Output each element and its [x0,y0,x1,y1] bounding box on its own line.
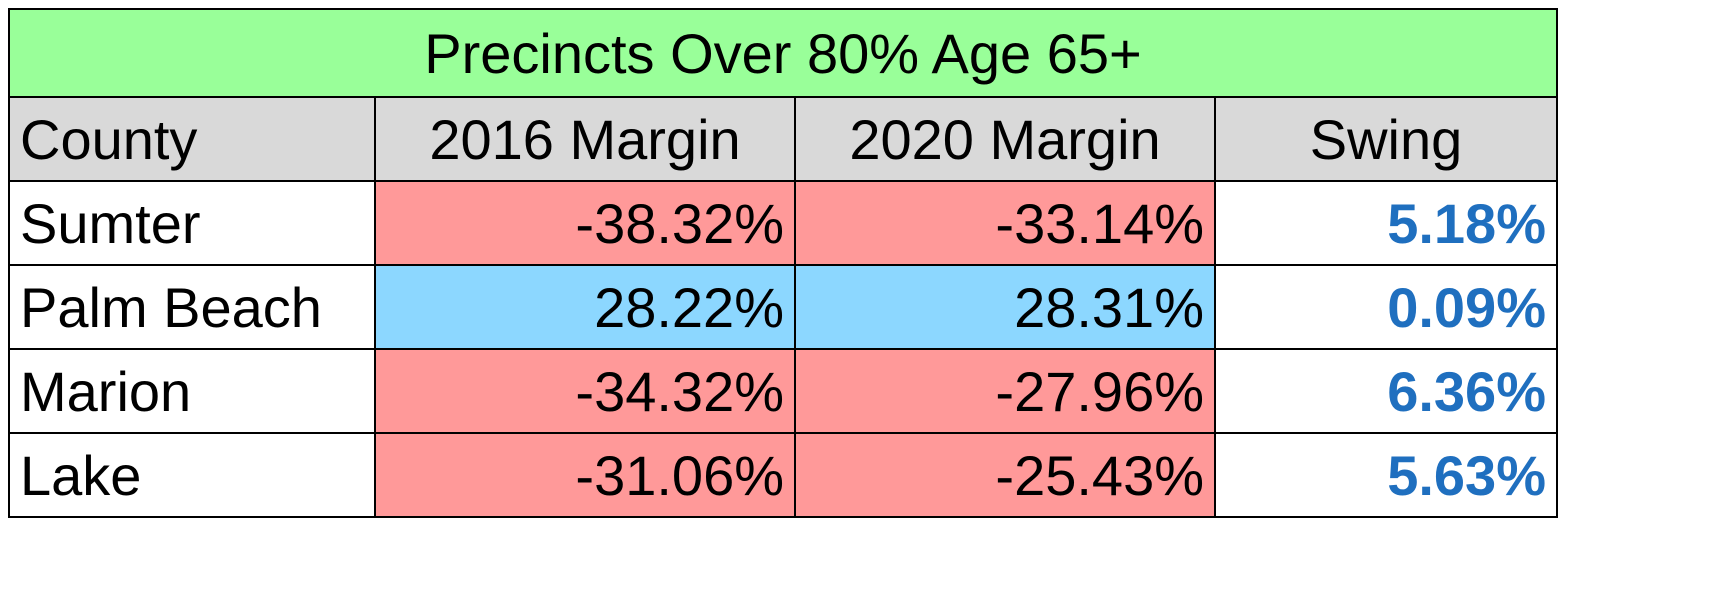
margin-2020-cell: -33.14% [794,180,1216,266]
margin-2016-cell: 28.22% [374,264,796,350]
precincts-table: Precincts Over 80% Age 65+ County 2016 M… [8,8,1558,518]
table-row-marion: Marion -34.32% -27.96% 6.36% [8,348,1558,434]
margin-2020-cell: -25.43% [794,432,1216,518]
swing-cell: 6.36% [1214,348,1558,434]
header-row: County 2016 Margin 2020 Margin Swing [8,96,1558,182]
margin-2016-cell: -34.32% [374,348,796,434]
swing-cell: 5.63% [1214,432,1558,518]
title-row: Precincts Over 80% Age 65+ [8,8,1558,98]
column-header-2020-margin: 2020 Margin [794,96,1216,182]
county-cell: Sumter [8,180,376,266]
column-header-swing: Swing [1214,96,1558,182]
table-title: Precincts Over 80% Age 65+ [8,8,1558,98]
column-header-county: County [8,96,376,182]
data-table-container: Precincts Over 80% Age 65+ County 2016 M… [8,8,1558,518]
swing-cell: 0.09% [1214,264,1558,350]
margin-2016-cell: -38.32% [374,180,796,266]
swing-cell: 5.18% [1214,180,1558,266]
table-row-lake: Lake -31.06% -25.43% 5.63% [8,432,1558,518]
table-row-palm-beach: Palm Beach 28.22% 28.31% 0.09% [8,264,1558,350]
margin-2016-cell: -31.06% [374,432,796,518]
table-row-sumter: Sumter -38.32% -33.14% 5.18% [8,180,1558,266]
county-cell: Lake [8,432,376,518]
column-header-2016-margin: 2016 Margin [374,96,796,182]
margin-2020-cell: 28.31% [794,264,1216,350]
margin-2020-cell: -27.96% [794,348,1216,434]
county-cell: Palm Beach [8,264,376,350]
county-cell: Marion [8,348,376,434]
